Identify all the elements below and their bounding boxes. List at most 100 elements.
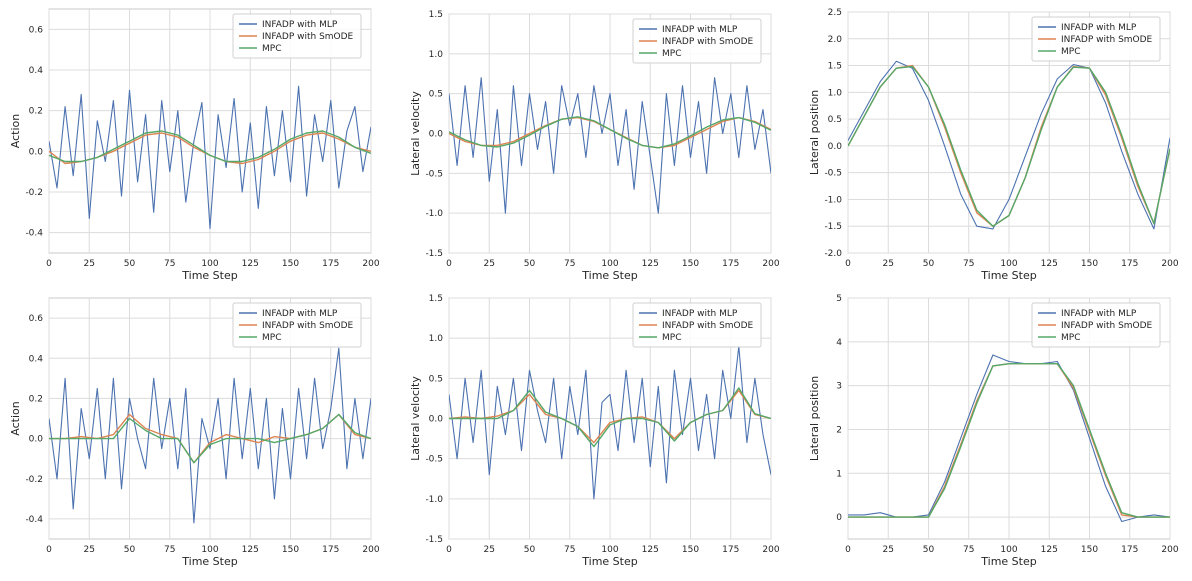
y-tick-label: 0 bbox=[836, 513, 842, 523]
x-tick-label: 100 bbox=[201, 259, 218, 269]
x-tick-label: 50 bbox=[124, 259, 136, 269]
y-tick-label: 1.0 bbox=[429, 50, 444, 60]
x-tick-label: 75 bbox=[564, 259, 575, 269]
x-tick-label: 100 bbox=[601, 259, 618, 269]
y-axis-label: Action bbox=[9, 114, 22, 148]
y-axis-label: Lateral velocity bbox=[409, 376, 422, 461]
legend: INFADP with MLP INFADP with SmODE MPC bbox=[632, 18, 762, 64]
y-tick-label: -1.5 bbox=[425, 535, 443, 545]
y-tick-label: -0.2 bbox=[25, 475, 43, 485]
x-tick-label: 50 bbox=[124, 545, 136, 555]
legend-entry: INFADP with MLP bbox=[662, 25, 738, 35]
y-tick-label: -1.5 bbox=[425, 249, 443, 259]
x-tick-label: 0 bbox=[845, 259, 851, 269]
y-tick-label: -0.5 bbox=[425, 455, 443, 465]
series-line-mlp bbox=[49, 85, 371, 230]
y-tick-label: 2 bbox=[836, 425, 842, 435]
x-tick-label: 75 bbox=[164, 545, 175, 555]
y-tick-label: 0.0 bbox=[29, 435, 44, 445]
y-tick-label: 0.5 bbox=[429, 90, 443, 100]
y-tick-label: -0.4 bbox=[25, 229, 43, 239]
subplot-3: 0 25 50 75 100 125 150 175 200 -2.0 -1.5 -1.0 -0.5 0.… bbox=[808, 8, 1179, 282]
legend-entry: INFADP with MLP bbox=[262, 20, 338, 30]
x-tick-label: 25 bbox=[84, 545, 95, 555]
legend-entry: INFADP with MLP bbox=[662, 309, 738, 319]
x-tick-label: 150 bbox=[282, 545, 299, 555]
x-tick-label: 125 bbox=[1041, 545, 1058, 555]
x-tick-label: 50 bbox=[524, 259, 536, 269]
x-tick-label: 150 bbox=[282, 259, 299, 269]
legend-entry: INFADP with SmODE bbox=[662, 321, 754, 331]
legend-box bbox=[632, 18, 762, 64]
x-tick-label: 125 bbox=[242, 545, 259, 555]
x-tick-label: 50 bbox=[524, 545, 536, 555]
y-tick-label: -1.0 bbox=[425, 209, 443, 219]
y-tick-label: -2.0 bbox=[824, 249, 842, 259]
x-tick-label: 150 bbox=[1081, 545, 1098, 555]
y-axis-label: Lateral position bbox=[808, 376, 821, 461]
legend-entry: MPC bbox=[1061, 333, 1080, 343]
legend: INFADP with MLP INFADP with SmODE MPC bbox=[632, 302, 762, 348]
legend: INFADP with MLP INFADP with SmODE MPC bbox=[232, 302, 362, 348]
y-tick-label: 0.5 bbox=[828, 115, 842, 125]
x-tick-label: 0 bbox=[46, 259, 52, 269]
y-tick-label: 1 bbox=[836, 469, 842, 479]
x-tick-label: 25 bbox=[484, 545, 495, 555]
legend-entry: MPC bbox=[1061, 47, 1080, 57]
x-axis-label: Time Step bbox=[181, 555, 237, 568]
y-tick-label: 1.5 bbox=[828, 62, 842, 72]
y-axis-label: Lateral velocity bbox=[409, 91, 422, 176]
legend-box bbox=[632, 302, 762, 348]
x-tick-label: 125 bbox=[242, 259, 259, 269]
y-tick-label: 0.0 bbox=[429, 415, 444, 425]
y-tick-label: -1.0 bbox=[824, 195, 842, 205]
x-tick-label: 175 bbox=[1121, 545, 1138, 555]
subplot-4: 0 25 50 75 100 125 150 175 200 -0.4 -0.2 0.0 0.2 0.4 0… bbox=[9, 297, 380, 568]
legend-entry: MPC bbox=[662, 49, 681, 59]
x-tick-label: 25 bbox=[84, 259, 95, 269]
x-tick-label: 25 bbox=[883, 545, 894, 555]
x-tick-label: 125 bbox=[642, 259, 659, 269]
legend-box bbox=[1031, 16, 1161, 62]
y-axis-label: Action bbox=[9, 401, 22, 435]
legend-box bbox=[232, 13, 362, 59]
legend-entry: INFADP with MLP bbox=[262, 309, 338, 319]
x-tick-label: 175 bbox=[322, 545, 339, 555]
y-tick-label: 0.4 bbox=[29, 66, 44, 76]
x-axis-label: Time Step bbox=[581, 555, 637, 568]
y-tick-label: -1.5 bbox=[824, 222, 842, 232]
subplot-1: 0 25 50 75 100 125 150 175 200 -0.4 -0.2 0.0 0.2 0.4 0… bbox=[9, 8, 380, 282]
x-tick-label: 200 bbox=[762, 545, 779, 555]
y-tick-label: 1.5 bbox=[429, 294, 443, 304]
y-tick-label: 1.0 bbox=[828, 88, 843, 98]
x-tick-label: 175 bbox=[322, 259, 339, 269]
legend: INFADP with MLP INFADP with SmODE MPC bbox=[232, 13, 362, 59]
legend: INFADP with MLP INFADP with SmODE MPC bbox=[1031, 16, 1161, 62]
legend-entry: INFADP with SmODE bbox=[1061, 321, 1153, 331]
y-tick-label: 0.0 bbox=[29, 147, 44, 157]
x-tick-label: 0 bbox=[46, 545, 52, 555]
y-tick-label: 1.0 bbox=[429, 334, 444, 344]
series-line-mlp bbox=[449, 77, 771, 214]
x-tick-label: 200 bbox=[362, 259, 379, 269]
x-tick-label: 100 bbox=[1000, 545, 1017, 555]
series-line-mpc bbox=[449, 387, 771, 448]
x-tick-label: 150 bbox=[1081, 259, 1098, 269]
legend-entry: MPC bbox=[662, 333, 681, 343]
x-tick-label: 0 bbox=[446, 545, 452, 555]
legend-entry: INFADP with MLP bbox=[1061, 309, 1137, 319]
y-tick-label: -0.2 bbox=[25, 188, 43, 198]
subplot-5: 0 25 50 75 100 125 150 175 200 -1.5 -1.0 -0.5 0.0 0.5… bbox=[409, 294, 780, 568]
x-tick-label: 175 bbox=[722, 545, 739, 555]
y-tick-label: 0.4 bbox=[29, 354, 44, 364]
x-tick-label: 25 bbox=[883, 259, 894, 269]
y-tick-label: 0.6 bbox=[29, 25, 44, 35]
legend-entry: INFADP with SmODE bbox=[262, 321, 354, 331]
legend-entry: INFADP with SmODE bbox=[662, 37, 754, 47]
series-line-mpc bbox=[49, 130, 371, 163]
subplot-6: 0 25 50 75 100 125 150 175 200 0 1 2 3 4 5 Time Step Lat… bbox=[808, 294, 1179, 568]
legend-box bbox=[1031, 302, 1161, 348]
y-tick-label: -1.0 bbox=[425, 495, 443, 505]
series-line-mlp bbox=[848, 60, 1170, 230]
